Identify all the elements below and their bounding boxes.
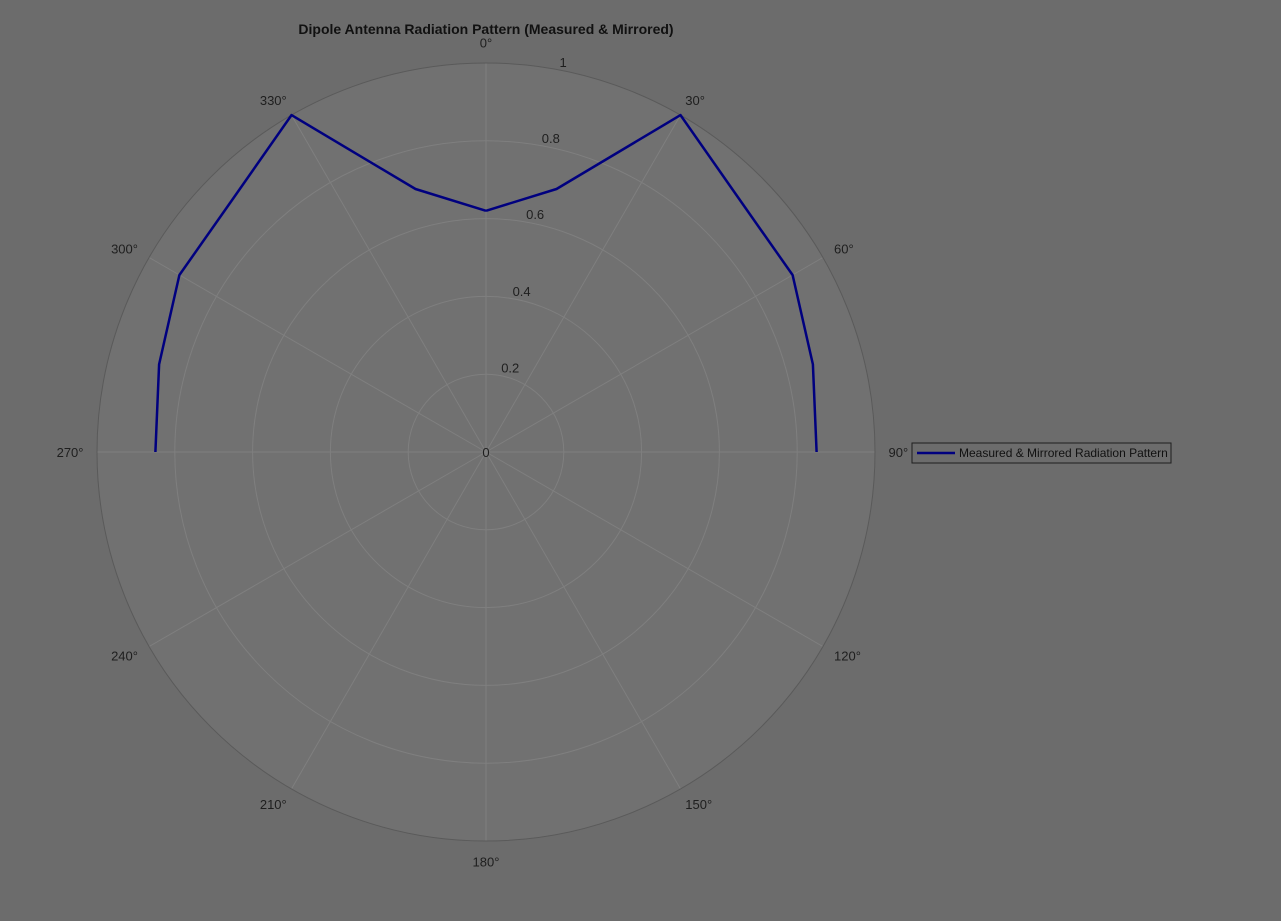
radial-tick-label: 0.2	[501, 361, 519, 376]
polar-outer-ring	[96, 62, 876, 842]
series-line	[485, 113, 818, 453]
angular-tick-label: 120°	[834, 648, 861, 663]
grid-spoke	[148, 257, 487, 453]
legend-box	[911, 442, 1172, 464]
grid-spoke	[291, 114, 487, 453]
chart-title: Dipole Antenna Radiation Pattern (Measur…	[298, 21, 673, 37]
series-line	[154, 113, 487, 453]
radial-tick-label: 1	[560, 55, 567, 70]
radial-tick-label: 0.4	[513, 284, 531, 299]
grid-spoke	[485, 114, 681, 453]
series-layer	[154, 113, 818, 453]
angular-tick-label: 270°	[57, 445, 84, 460]
radial-tick-labels: 0 0.2 0.4 0.6 0.8 1	[482, 55, 566, 460]
grid-spoke	[485, 257, 824, 453]
angular-tick-label: 0°	[480, 35, 492, 50]
grid-spoke	[148, 451, 487, 647]
radial-tick-label: 0.6	[526, 207, 544, 222]
angular-tick-label: 300°	[111, 242, 138, 257]
angular-tick-label: 150°	[685, 797, 712, 812]
angular-tick-label: 210°	[260, 797, 287, 812]
grid-spoke	[485, 451, 681, 790]
radial-tick-label: 0	[482, 445, 489, 460]
grid-spoke	[291, 451, 487, 790]
legend[interactable]: Measured & Mirrored Radiation Pattern	[911, 442, 1172, 464]
angular-tick-label: 330°	[260, 93, 287, 108]
angular-tick-label: 90°	[889, 445, 909, 460]
angular-tick-labels: 0° 30° 60° 90° 120° 150° 180° 210° 240° 270° 300° 3…	[57, 35, 909, 869]
legend-label: Measured & Mirrored Radiation Pattern	[959, 446, 1168, 460]
angular-tick-label: 240°	[111, 648, 138, 663]
angular-tick-label: 60°	[834, 242, 854, 257]
angular-tick-label: 30°	[685, 93, 705, 108]
angular-grid-spokes	[97, 63, 875, 841]
angular-tick-label: 180°	[473, 855, 500, 870]
grid-spoke	[485, 451, 824, 647]
radial-tick-label: 0.8	[542, 131, 560, 146]
